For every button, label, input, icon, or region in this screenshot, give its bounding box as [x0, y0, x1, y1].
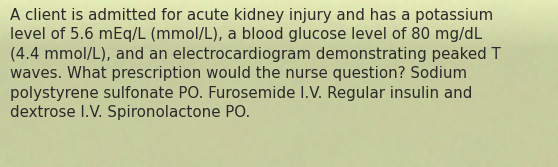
- Text: A client is admitted for acute kidney injury and has a potassium
level of 5.6 mE: A client is admitted for acute kidney in…: [10, 8, 501, 120]
